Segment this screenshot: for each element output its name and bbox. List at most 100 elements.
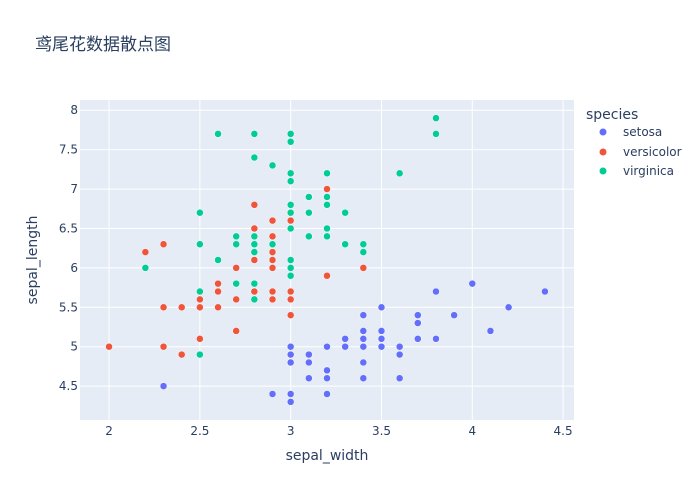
data-point-versicolor bbox=[196, 295, 204, 304]
legend-label-virginica: virginica bbox=[623, 164, 674, 178]
data-point-virginica bbox=[250, 232, 259, 241]
data-point-versicolor bbox=[214, 287, 222, 296]
data-point-setosa bbox=[286, 350, 295, 359]
x-axis-ticks: 2 2.5 3 3.5 4 4.5 bbox=[105, 424, 572, 438]
data-point-virginica bbox=[232, 240, 240, 248]
legend-item-setosa[interactable]: setosa bbox=[599, 125, 663, 139]
data-point-setosa bbox=[305, 374, 313, 382]
data-point-versicolor bbox=[323, 185, 331, 193]
data-point-virginica bbox=[305, 208, 313, 217]
data-point-virginica bbox=[323, 232, 331, 241]
data-points bbox=[105, 114, 549, 406]
data-point-setosa bbox=[359, 327, 368, 335]
x-tick-label: 2.5 bbox=[190, 424, 209, 438]
legend-label-versicolor: versicolor bbox=[623, 145, 682, 159]
data-point-setosa bbox=[377, 342, 386, 351]
data-point-virginica bbox=[432, 130, 440, 138]
data-point-versicolor bbox=[323, 272, 331, 280]
data-point-setosa bbox=[305, 358, 313, 367]
data-point-virginica bbox=[341, 208, 349, 217]
data-point-setosa bbox=[395, 350, 404, 359]
data-point-virginica bbox=[214, 130, 222, 138]
data-point-virginica bbox=[395, 169, 404, 178]
data-point-virginica bbox=[250, 240, 259, 248]
data-point-virginica bbox=[268, 161, 277, 170]
data-point-setosa bbox=[450, 311, 458, 319]
data-point-setosa bbox=[323, 366, 331, 375]
data-point-versicolor bbox=[214, 303, 222, 312]
legend: species setosa versicolor virginica bbox=[586, 107, 682, 178]
data-point-setosa bbox=[359, 358, 368, 367]
data-point-setosa bbox=[414, 335, 422, 343]
data-point-virginica bbox=[286, 201, 295, 209]
data-point-versicolor bbox=[250, 201, 259, 209]
data-point-virginica bbox=[305, 232, 313, 241]
data-point-virginica bbox=[214, 256, 222, 264]
data-point-virginica bbox=[286, 130, 295, 138]
data-point-versicolor bbox=[196, 335, 204, 343]
data-point-versicolor bbox=[286, 295, 295, 304]
data-point-versicolor bbox=[159, 240, 168, 248]
data-point-versicolor bbox=[268, 256, 277, 264]
data-point-versicolor bbox=[232, 295, 240, 304]
data-point-setosa bbox=[359, 311, 368, 319]
legend-marker-setosa bbox=[599, 128, 607, 136]
data-point-versicolor bbox=[196, 303, 204, 312]
data-point-versicolor bbox=[268, 295, 277, 304]
y-tick-label: 8 bbox=[70, 103, 78, 117]
y-tick-label: 5.5 bbox=[59, 300, 78, 314]
data-point-virginica bbox=[250, 279, 259, 288]
data-point-virginica bbox=[268, 240, 277, 248]
data-point-setosa bbox=[395, 342, 404, 351]
series-virginica bbox=[141, 114, 440, 359]
data-point-virginica bbox=[432, 114, 440, 122]
data-point-virginica bbox=[323, 193, 331, 201]
data-point-virginica bbox=[305, 193, 313, 201]
data-point-setosa bbox=[359, 374, 368, 382]
x-tick-label: 3.5 bbox=[372, 424, 391, 438]
data-point-setosa bbox=[395, 374, 404, 382]
data-point-setosa bbox=[359, 342, 368, 351]
legend-marker-versicolor bbox=[599, 148, 607, 156]
data-point-virginica bbox=[286, 169, 295, 178]
data-point-setosa bbox=[504, 303, 513, 312]
data-point-virginica bbox=[323, 224, 331, 233]
data-point-virginica bbox=[323, 169, 331, 178]
data-point-setosa bbox=[541, 287, 549, 296]
data-point-virginica bbox=[250, 130, 259, 138]
data-point-setosa bbox=[268, 390, 277, 398]
y-tick-label: 4.5 bbox=[59, 379, 78, 393]
data-point-setosa bbox=[159, 382, 168, 390]
data-point-virginica bbox=[250, 295, 259, 304]
data-point-versicolor bbox=[286, 216, 295, 225]
y-axis-title: sepal_length bbox=[25, 216, 41, 305]
data-point-setosa bbox=[486, 327, 495, 335]
data-point-setosa bbox=[286, 358, 295, 367]
data-point-virginica bbox=[359, 248, 368, 256]
data-point-setosa bbox=[414, 319, 422, 327]
data-point-virginica bbox=[250, 248, 259, 256]
chart-title: 鸢尾花数据散点图 bbox=[35, 35, 171, 55]
y-tick-label: 6.5 bbox=[59, 221, 78, 235]
legend-item-versicolor[interactable]: versicolor bbox=[599, 145, 682, 159]
data-point-setosa bbox=[377, 303, 386, 312]
x-tick-label: 4.5 bbox=[554, 424, 573, 438]
data-point-virginica bbox=[232, 279, 240, 288]
data-point-versicolor bbox=[250, 256, 259, 264]
data-point-virginica bbox=[141, 264, 150, 272]
data-point-versicolor bbox=[268, 216, 277, 225]
data-point-setosa bbox=[377, 335, 386, 343]
data-point-setosa bbox=[341, 342, 349, 351]
legend-item-virginica[interactable]: virginica bbox=[599, 164, 675, 178]
data-point-virginica bbox=[286, 256, 295, 264]
data-point-versicolor bbox=[159, 303, 168, 312]
data-point-setosa bbox=[414, 311, 422, 319]
x-tick-label: 3 bbox=[287, 424, 295, 438]
data-point-setosa bbox=[323, 342, 331, 351]
data-point-virginica bbox=[286, 208, 295, 217]
legend-label-setosa: setosa bbox=[623, 125, 662, 139]
series-versicolor bbox=[105, 185, 368, 359]
data-point-versicolor bbox=[177, 303, 186, 312]
data-point-versicolor bbox=[141, 248, 150, 256]
